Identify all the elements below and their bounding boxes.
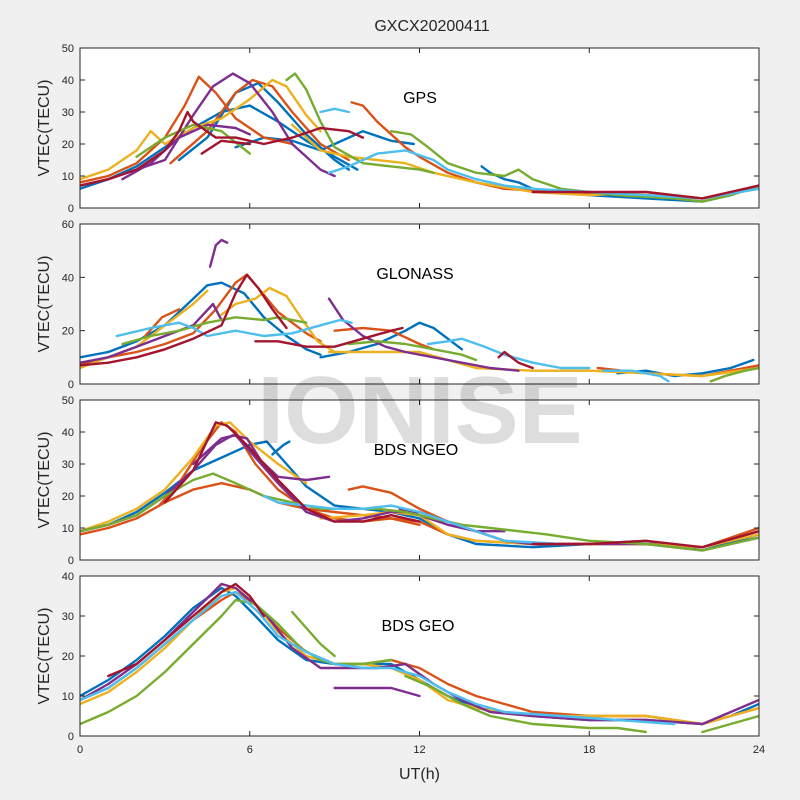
figure-title: GXCX20200411 xyxy=(374,18,489,35)
y-tick-label: 20 xyxy=(62,326,74,338)
series-line xyxy=(208,238,229,268)
series-line xyxy=(285,72,435,174)
y-tick-label: 30 xyxy=(62,459,74,471)
series-line xyxy=(701,714,759,734)
y-tick-label: 50 xyxy=(62,43,74,55)
x-tick-label: 24 xyxy=(753,744,765,756)
series-line xyxy=(80,302,223,364)
x-tick-label: 18 xyxy=(583,744,595,756)
series-group xyxy=(80,72,759,203)
panel-glonass: 0 20 40 60 VTEC(TECU) GLONASS xyxy=(36,219,760,391)
series-line xyxy=(80,110,365,187)
panel-label: BDS GEO xyxy=(382,618,455,635)
y-tick-label: 20 xyxy=(62,139,74,151)
y-tick-label: 0 xyxy=(68,555,74,567)
series-line xyxy=(121,123,251,181)
y-axis-label: VTEC(TECU) xyxy=(36,608,53,705)
series-line xyxy=(319,321,464,359)
panel-bds-ngeo: 0 10 20 30 40 50 VTEC(TECU) BDS NGEO xyxy=(36,395,760,567)
panel-label: BDS NGEO xyxy=(374,442,458,459)
y-tick-label: 40 xyxy=(62,272,74,284)
y-tick-label: 0 xyxy=(68,203,74,215)
y-tick-label: 40 xyxy=(62,75,74,87)
y-tick-label: 60 xyxy=(62,219,74,231)
series-line xyxy=(347,340,478,362)
series-line xyxy=(80,78,322,181)
series-line xyxy=(271,440,291,456)
series-group xyxy=(80,421,759,552)
series-line xyxy=(319,107,350,114)
plot-area xyxy=(80,48,759,208)
y-tick-label: 40 xyxy=(62,427,74,439)
series-group xyxy=(80,238,759,383)
series-line xyxy=(709,366,759,383)
series-line xyxy=(143,308,181,338)
series-line xyxy=(220,286,336,354)
y-tick-label: 10 xyxy=(62,171,74,183)
y-tick-label: 30 xyxy=(62,107,74,119)
series-line xyxy=(531,530,759,549)
panel-label: GLONASS xyxy=(376,266,453,283)
y-tick-label: 10 xyxy=(62,523,74,535)
series-line xyxy=(107,582,266,678)
series-line xyxy=(426,337,591,370)
x-tick-label: 0 xyxy=(77,744,83,756)
series-line xyxy=(254,326,404,348)
series-line xyxy=(80,421,308,533)
series-line xyxy=(390,130,759,203)
series-line xyxy=(291,610,336,658)
series-line xyxy=(327,297,520,372)
y-tick-label: 20 xyxy=(62,651,74,663)
series-line xyxy=(163,421,421,523)
y-axis-label: VTEC(TECU) xyxy=(36,256,53,353)
panel-gps: 0 10 20 30 40 50 VTEC(TECU) GPS xyxy=(36,43,760,215)
series-line xyxy=(80,75,294,184)
y-tick-label: 40 xyxy=(62,571,74,583)
y-tick-label: 50 xyxy=(62,395,74,407)
series-line xyxy=(327,149,759,200)
y-axis-label: VTEC(TECU) xyxy=(36,432,53,529)
y-tick-label: 20 xyxy=(62,491,74,503)
panel-label: GPS xyxy=(403,90,437,107)
plot-area xyxy=(80,576,759,736)
series-line xyxy=(333,686,421,698)
series-line xyxy=(531,184,759,200)
series-line xyxy=(262,494,563,546)
series-line xyxy=(497,350,534,370)
series-line xyxy=(80,273,288,367)
y-tick-label: 10 xyxy=(62,691,74,703)
watermark: IONISE xyxy=(257,357,582,464)
y-tick-label: 30 xyxy=(62,611,74,623)
series-line xyxy=(80,281,322,359)
series-line xyxy=(327,350,759,378)
y-tick-label: 0 xyxy=(68,379,74,391)
series-line xyxy=(121,316,308,346)
series-group xyxy=(80,582,759,734)
series-line xyxy=(80,273,322,367)
x-tick-label: 12 xyxy=(413,744,425,756)
series-line xyxy=(200,139,251,155)
x-axis-label: UT(h) xyxy=(399,766,440,783)
series-line xyxy=(404,674,647,734)
y-tick-label: 0 xyxy=(68,731,74,743)
panel-bds-geo: 0 6 12 18 24 0 10 20 30 40 VTEC(TECU) BDS GEO UT(h) xyxy=(36,571,765,783)
series-line xyxy=(115,318,353,338)
x-tick-label: 6 xyxy=(247,744,253,756)
series-line xyxy=(80,590,676,726)
y-axis-label: VTEC(TECU) xyxy=(36,80,53,177)
series-line xyxy=(602,369,670,383)
